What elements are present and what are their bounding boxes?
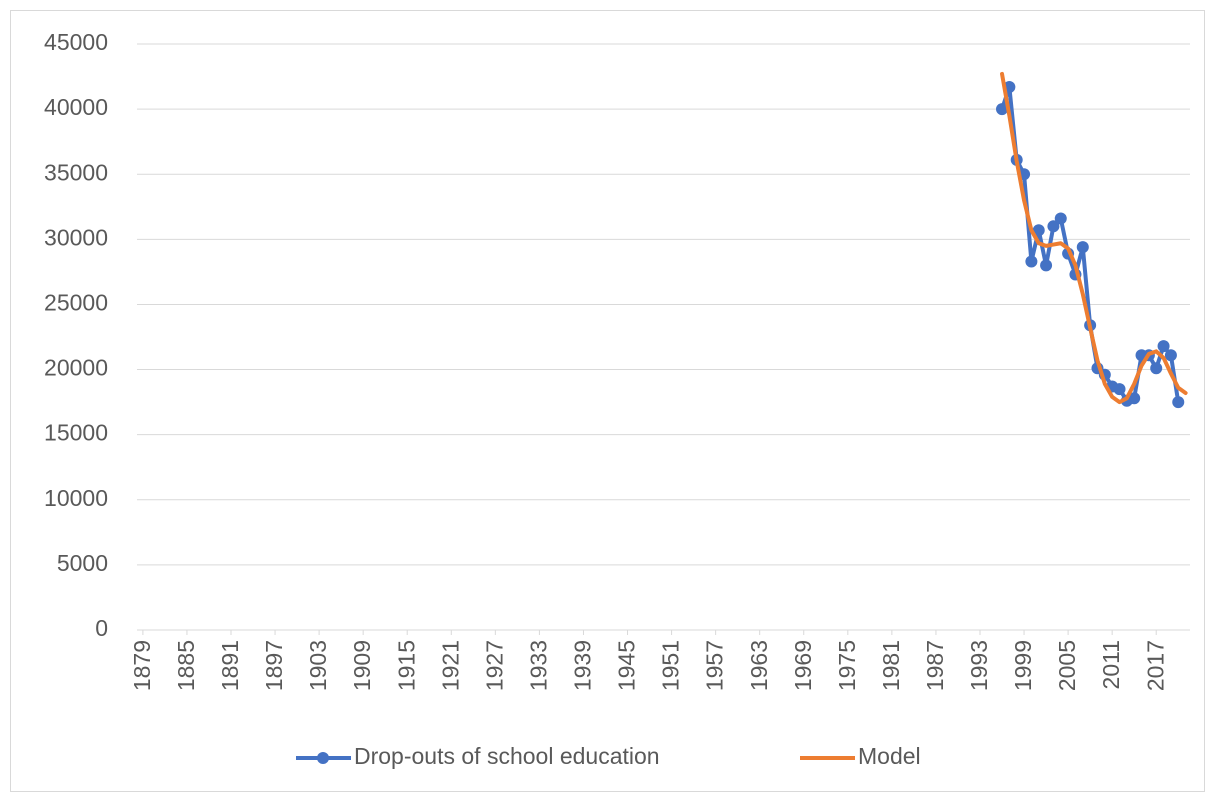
y-tick-label: 30000: [44, 224, 108, 250]
data-point: [1164, 349, 1177, 362]
x-tick-label: 1897: [261, 640, 287, 691]
data-point: [1113, 383, 1126, 396]
data-point: [1040, 259, 1053, 272]
legend-marker: [317, 752, 329, 764]
x-tick-label: 1903: [305, 640, 331, 691]
y-tick-label: 45000: [44, 29, 108, 55]
x-tick-label: 1999: [1010, 640, 1036, 691]
data-point: [1150, 362, 1163, 375]
x-tick-label: 1987: [922, 640, 948, 691]
legend-label: Model: [858, 743, 921, 769]
y-tick-label: 10000: [44, 485, 108, 511]
data-point: [1054, 212, 1067, 225]
data-point: [1076, 241, 1089, 254]
y-tick-label: 15000: [44, 420, 108, 446]
data-point: [1128, 392, 1141, 405]
y-tick-label: 5000: [57, 550, 108, 576]
y-tick-label: 25000: [44, 290, 108, 316]
x-tick-label: 1957: [702, 640, 728, 691]
x-tick-label: 1981: [878, 640, 904, 691]
x-tick-label: 1915: [393, 640, 419, 691]
x-tick-label: 1945: [614, 640, 640, 691]
y-tick-label: 40000: [44, 94, 108, 120]
chart-border: [10, 10, 1205, 792]
data-point: [1025, 255, 1038, 268]
data-point: [1172, 396, 1185, 409]
legend-label: Drop-outs of school education: [354, 743, 660, 769]
x-tick-label: 1975: [834, 640, 860, 691]
y-tick-label: 35000: [44, 159, 108, 185]
data-point: [1157, 340, 1170, 353]
x-tick-label: 2011: [1098, 640, 1124, 689]
x-tick-label: 1921: [437, 640, 463, 691]
y-tick-label: 20000: [44, 355, 108, 381]
x-tick-label: 1963: [746, 640, 772, 691]
x-tick-label: 1927: [481, 640, 507, 691]
data-point: [1047, 220, 1060, 233]
x-tick-label: 1933: [525, 640, 551, 691]
x-tick-label: 2017: [1142, 640, 1168, 691]
x-tick-label: 1951: [658, 640, 684, 691]
x-tick-label: 1885: [173, 640, 199, 691]
x-tick-label: 1909: [349, 640, 375, 691]
x-tick-label: 1969: [790, 640, 816, 691]
series-line: [1000, 71, 1188, 405]
x-tick-label: 1879: [129, 640, 155, 691]
data-point: [996, 103, 1009, 116]
x-tick-label: 1939: [570, 640, 596, 691]
x-tick-label: 2005: [1054, 640, 1080, 691]
x-tick-label: 1891: [217, 640, 243, 691]
y-tick-label: 0: [95, 615, 108, 641]
data-point: [1032, 224, 1045, 237]
x-tick-label: 1993: [966, 640, 992, 691]
